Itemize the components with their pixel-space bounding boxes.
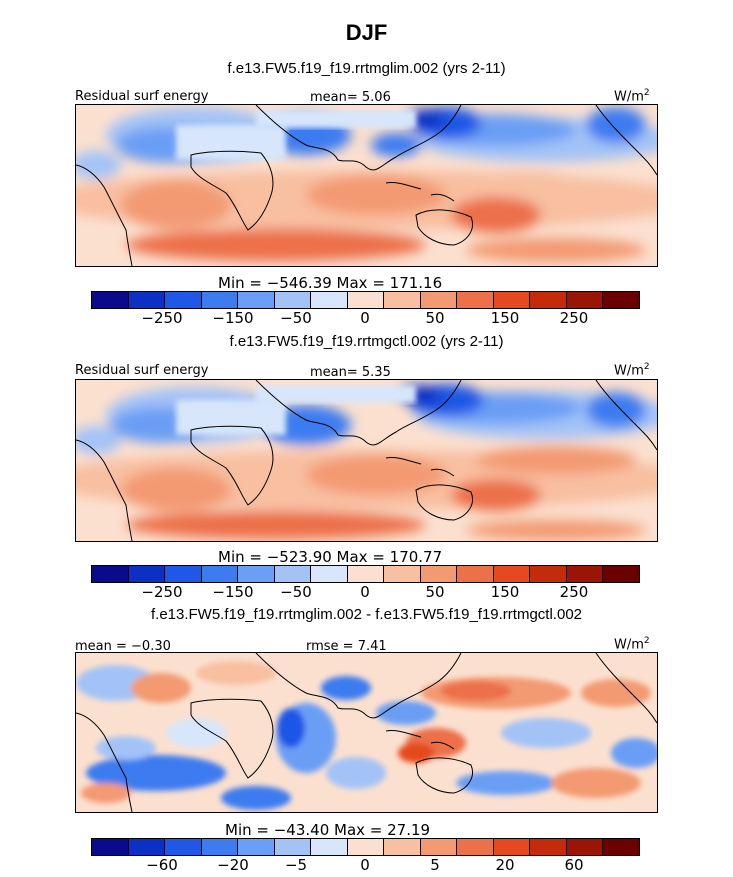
panel-2-colorbar xyxy=(91,565,640,583)
colorbar-swatch xyxy=(530,292,567,308)
colorbar-swatch xyxy=(165,292,202,308)
panel-1-colorbar xyxy=(91,291,640,309)
panel-3-rmse-label: rmse = 7.41 xyxy=(306,639,387,654)
colorbar-tick: 250 xyxy=(559,583,589,601)
colorbar-swatch xyxy=(530,566,567,582)
panel-1-mean-label: mean= 5.06 xyxy=(310,90,391,105)
colorbar-tick: 60 xyxy=(564,856,584,874)
colorbar-tick: −5 xyxy=(284,856,308,874)
colorbar-swatch xyxy=(128,839,166,855)
colorbar-swatch xyxy=(493,292,531,308)
colorbar-swatch xyxy=(566,839,604,855)
colorbar-swatch xyxy=(238,292,275,308)
colorbar-swatch xyxy=(238,566,275,582)
colorbar-swatch xyxy=(201,566,239,582)
panel-2-units: W/m2 xyxy=(614,362,650,379)
colorbar-swatch xyxy=(457,292,494,308)
colorbar-swatch xyxy=(420,839,458,855)
colorbar-swatch xyxy=(603,292,639,308)
panel-1-variable-label: Residual surf energy xyxy=(75,89,209,104)
colorbar-swatch xyxy=(201,839,239,855)
colorbar-swatch xyxy=(347,839,385,855)
colorbar-swatch xyxy=(311,566,348,582)
colorbar-tick: 0 xyxy=(360,583,370,601)
colorbar-swatch xyxy=(92,839,129,855)
colorbar-swatch xyxy=(420,566,458,582)
colorbar-tick: −250 xyxy=(141,583,183,601)
colorbar-tick: 5 xyxy=(430,856,440,874)
panel-3-map xyxy=(75,652,658,813)
panel-2-min-max: Min = −523.90 Max = 170.77 xyxy=(218,548,443,566)
colorbar-tick: 150 xyxy=(490,309,520,327)
colorbar-swatch xyxy=(92,292,129,308)
colorbar-swatch xyxy=(384,839,421,855)
panel-3-mean-label: mean = −0.30 xyxy=(75,639,171,654)
colorbar-swatch xyxy=(274,839,312,855)
panel-1-map xyxy=(75,104,658,267)
colorbar-swatch xyxy=(92,566,129,582)
colorbar-swatch xyxy=(384,292,421,308)
colorbar-swatch xyxy=(530,839,567,855)
colorbar-tick: 0 xyxy=(360,856,370,874)
colorbar-tick: 50 xyxy=(425,583,445,601)
colorbar-swatch xyxy=(384,566,421,582)
panel-3-title: f.e13.FW5.f19_f19.rrtmglim.002 - f.e13.F… xyxy=(150,606,582,623)
panel-3-min-max: Min = −43.40 Max = 27.19 xyxy=(225,821,431,839)
panel-2-variable-label: Residual surf energy xyxy=(75,363,209,378)
colorbar-swatch xyxy=(274,292,312,308)
colorbar-swatch xyxy=(311,292,348,308)
colorbar-tick: −150 xyxy=(212,583,254,601)
colorbar-tick: −50 xyxy=(280,309,312,327)
panel-3-colorbar xyxy=(91,838,640,856)
colorbar-swatch xyxy=(603,839,639,855)
colorbar-tick: −50 xyxy=(280,583,312,601)
colorbar-swatch xyxy=(457,839,494,855)
panel-1-title: f.e13.FW5.f19_f19.rrtmglim.002 (yrs 2-11… xyxy=(227,60,506,77)
colorbar-swatch xyxy=(603,566,639,582)
panel-2-mean-label: mean= 5.35 xyxy=(310,365,391,380)
panel-1-min-max: Min = −546.39 Max = 171.16 xyxy=(218,274,443,292)
colorbar-swatch xyxy=(347,566,385,582)
colorbar-tick: 50 xyxy=(425,309,445,327)
colorbar-swatch xyxy=(493,566,531,582)
colorbar-swatch xyxy=(311,839,348,855)
colorbar-swatch xyxy=(165,839,202,855)
colorbar-tick: 150 xyxy=(490,583,520,601)
colorbar-tick: −250 xyxy=(141,309,183,327)
colorbar-swatch xyxy=(457,566,494,582)
colorbar-tick: −150 xyxy=(212,309,254,327)
colorbar-swatch xyxy=(566,566,604,582)
colorbar-tick: −20 xyxy=(217,856,249,874)
colorbar-swatch xyxy=(238,839,275,855)
colorbar-tick: 250 xyxy=(559,309,589,327)
colorbar-swatch xyxy=(420,292,458,308)
figure-title: DJF xyxy=(345,20,388,45)
panel-1-units: W/m2 xyxy=(614,88,650,105)
colorbar-swatch xyxy=(566,292,604,308)
colorbar-tick: 20 xyxy=(495,856,515,874)
colorbar-swatch xyxy=(128,566,166,582)
colorbar-swatch xyxy=(165,566,202,582)
colorbar-swatch xyxy=(128,292,166,308)
colorbar-tick: −60 xyxy=(146,856,178,874)
panel-2-title: f.e13.FW5.f19_f19.rrtmgctl.002 (yrs 2-11… xyxy=(229,333,504,350)
colorbar-swatch xyxy=(347,292,385,308)
panel-3-units: W/m2 xyxy=(614,636,650,653)
colorbar-tick: 0 xyxy=(360,309,370,327)
colorbar-swatch xyxy=(493,839,531,855)
colorbar-swatch xyxy=(201,292,239,308)
colorbar-swatch xyxy=(274,566,312,582)
panel-2-map xyxy=(75,379,658,542)
